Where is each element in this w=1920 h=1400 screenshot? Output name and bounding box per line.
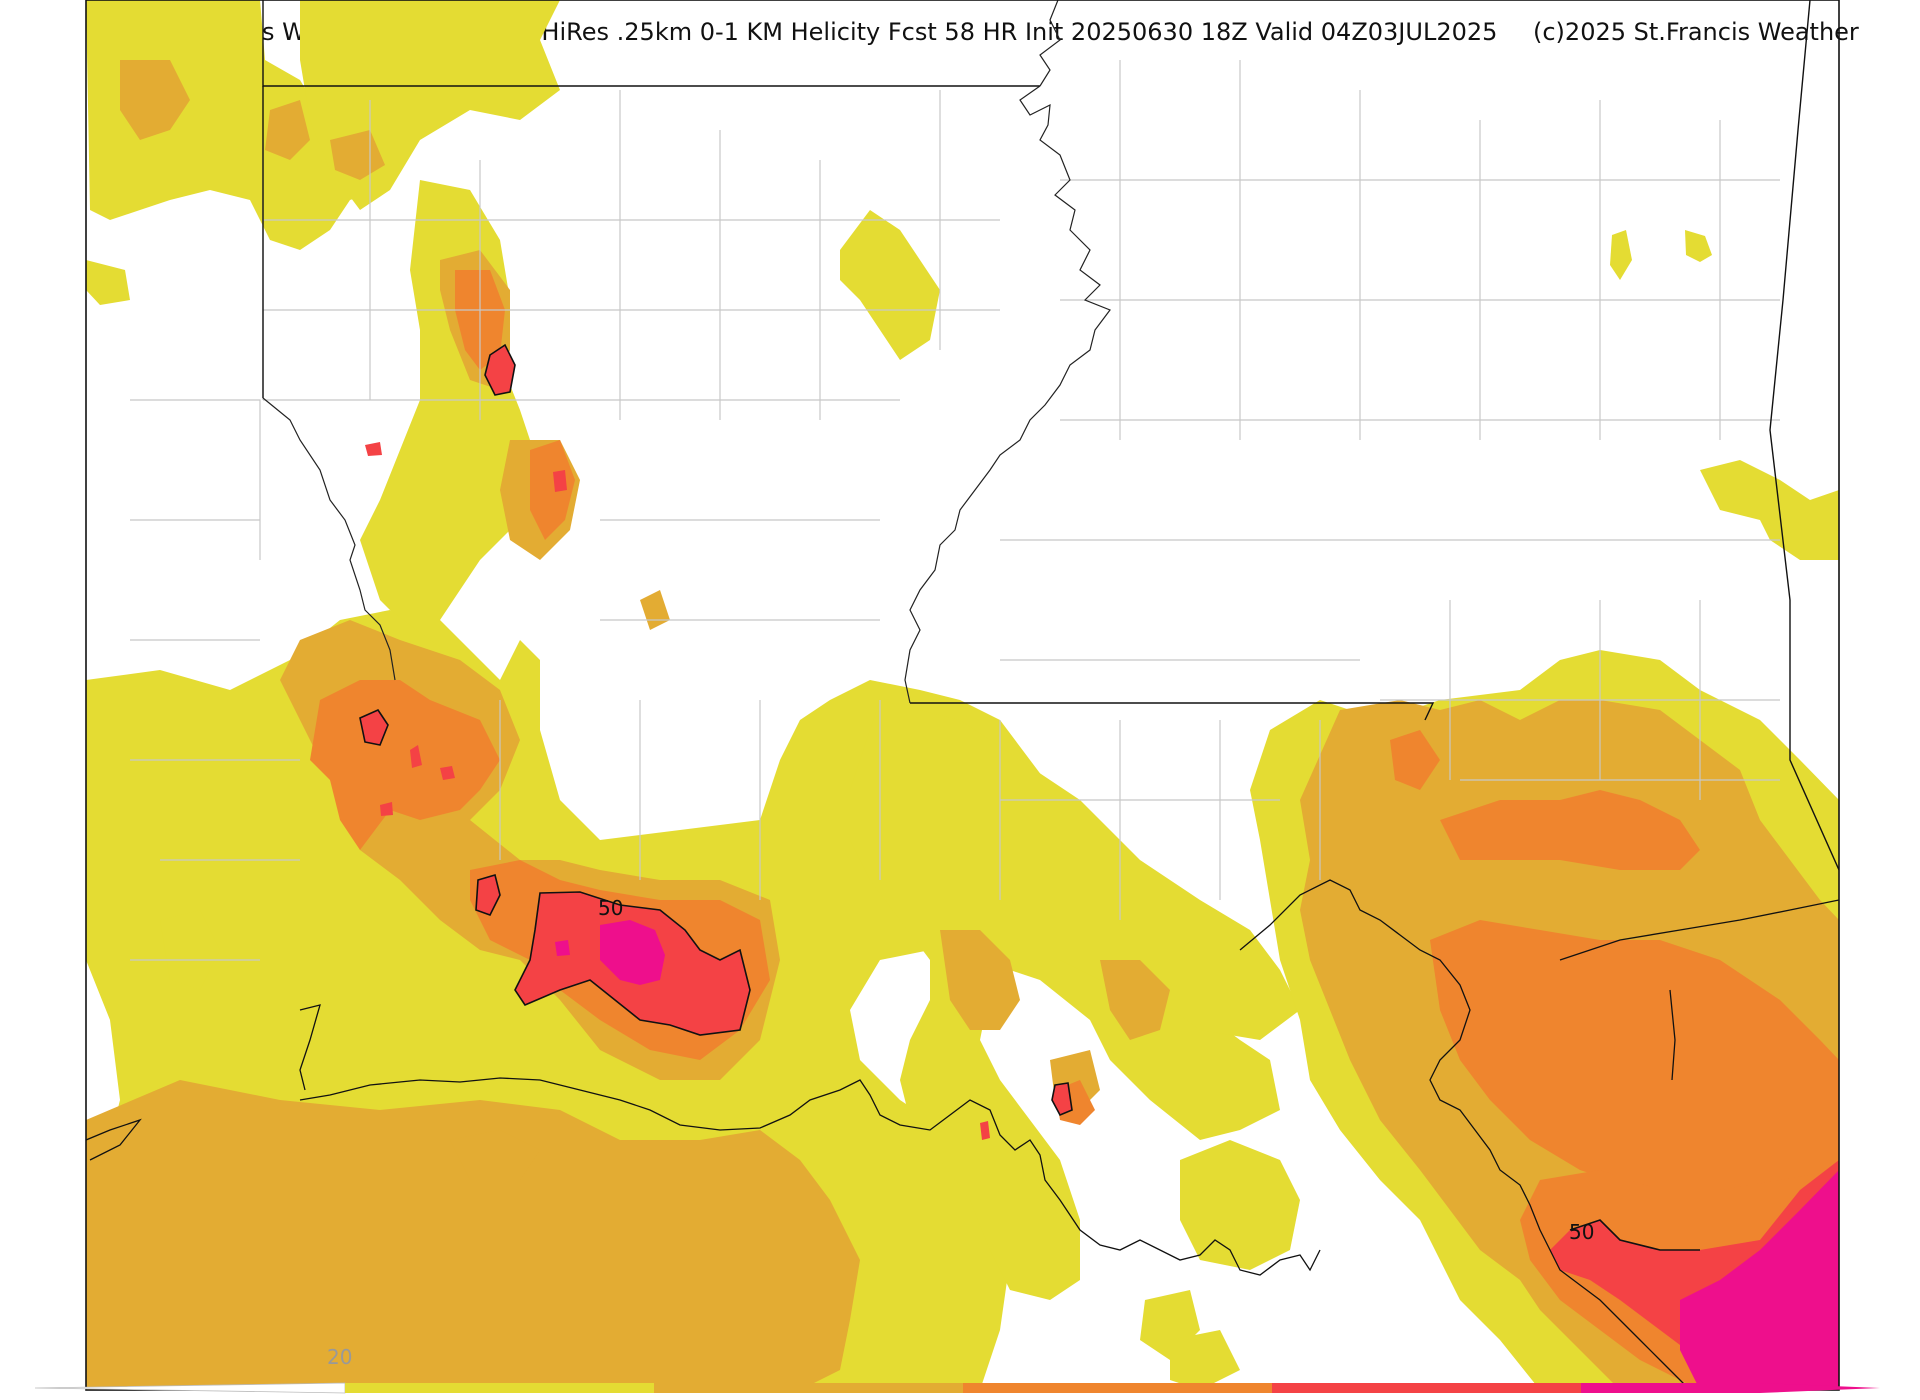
mississippi-river — [262, 0, 1111, 704]
colorbar-segment-40 — [963, 1383, 1272, 1393]
contour-labels: 50 50 — [598, 896, 1594, 1244]
colorbar-segment-60 — [1581, 1383, 1760, 1393]
contour-50-lines — [359, 343, 1700, 1251]
contour-label-east: 50 — [1569, 1220, 1594, 1244]
colorbar — [34, 1382, 1880, 1394]
coastline — [86, 879, 1839, 1390]
state-borders — [262, 0, 1839, 871]
colorbar-tick-label: 20 — [327, 1345, 353, 1369]
helicity-level-60 — [555, 920, 1839, 1390]
colorbar-high-extend — [1760, 1383, 1880, 1393]
colorbar-segment-30 — [654, 1383, 963, 1393]
colorbar-segment-50 — [1272, 1383, 1581, 1393]
contour-label-west: 50 — [598, 896, 623, 920]
title-copyright: (c)2025 St.Francis Weather — [1533, 18, 1859, 46]
colorbar-segment-20 — [345, 1383, 654, 1393]
